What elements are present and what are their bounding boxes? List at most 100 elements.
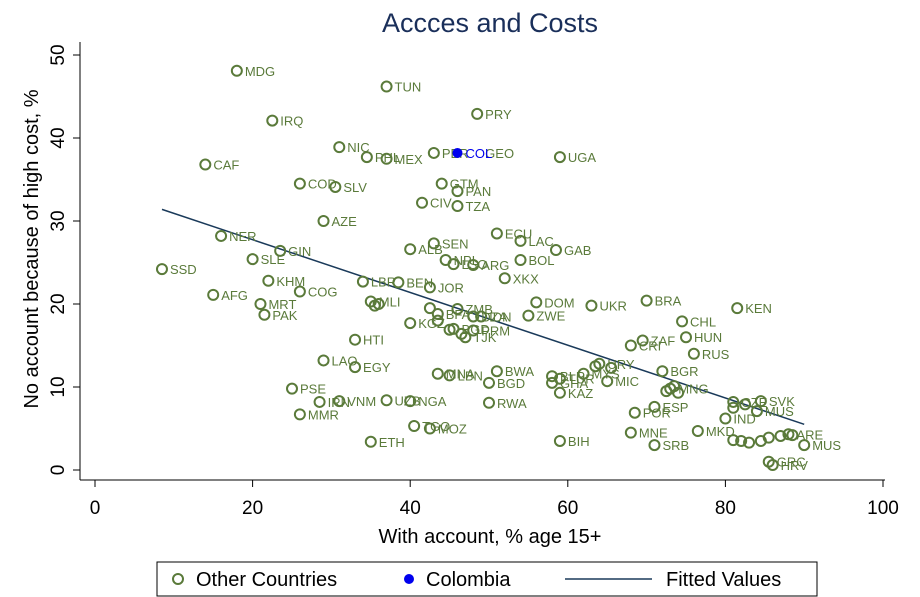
data-point-label: PRM [481, 324, 510, 339]
data-point [601, 375, 614, 388]
data-point-label: BEN [406, 275, 433, 290]
data-point-label: BRA [655, 294, 682, 309]
data-point [408, 420, 421, 433]
data-point-label: GRC [777, 455, 806, 470]
data-point-label: TUR [568, 372, 595, 387]
data-point [293, 177, 306, 190]
data-point [451, 302, 464, 315]
data-point-label: TJK [473, 330, 496, 345]
data-point-label: ZMB [465, 302, 492, 317]
data-point-label: KEN [745, 301, 772, 316]
data-point-label: COD [308, 177, 337, 192]
data-point-label: BGR [670, 364, 698, 379]
data-point-label: HRV [781, 458, 809, 473]
data-point [427, 146, 440, 159]
data-point-label: SLE [261, 252, 286, 267]
data-point [333, 395, 346, 408]
data-point [719, 412, 732, 425]
data-point-label: MDG [245, 64, 275, 79]
y-tick-label: 40 [48, 127, 69, 148]
data-point [246, 253, 259, 266]
colombia-point-label: COL [465, 146, 492, 161]
data-point-label: AFG [221, 288, 248, 303]
data-point-label: PAK [272, 308, 297, 323]
data-point-label: PSE [300, 382, 326, 397]
data-point [427, 237, 440, 250]
data-point [207, 288, 220, 301]
data-point-label: ALB [418, 242, 443, 257]
fitted-line-layer [161, 208, 805, 426]
data-point [266, 114, 279, 127]
data-point [648, 439, 661, 452]
data-point-label: IRQ [280, 114, 303, 129]
legend-marker-colombia [404, 574, 414, 584]
data-point-label: RUS [702, 347, 730, 362]
data-point [404, 395, 417, 408]
data-point [423, 302, 436, 315]
data-point [676, 315, 689, 328]
data-point-label: TGO [422, 419, 450, 434]
legend-label-other: Other Countries [196, 569, 337, 591]
data-point [329, 180, 342, 193]
data-point-label: MRT [268, 297, 296, 312]
chart-title: Accces and Costs [382, 8, 598, 38]
x-tick-label: 100 [867, 498, 899, 519]
data-point [392, 276, 405, 289]
data-point-label: SVK [769, 394, 795, 409]
data-point-label: ZAF [651, 334, 676, 349]
data-point-label: SEN [442, 236, 469, 251]
data-point-label: MNE [639, 426, 668, 441]
data-point [774, 429, 787, 442]
data-point [404, 317, 417, 330]
data-point [416, 196, 429, 209]
data-point [766, 459, 779, 472]
data-point-label: MIC [615, 374, 639, 389]
data-point-label: ECU [505, 226, 532, 241]
data-point [293, 408, 306, 421]
data-point-label: GHA [560, 376, 589, 391]
data-point [577, 367, 590, 380]
data-point-label: BIH [568, 434, 590, 449]
data-point-label: BLR [560, 369, 585, 384]
data-point [727, 401, 740, 414]
data-point [155, 263, 168, 276]
data-point [431, 307, 444, 320]
data-point-label: MEX [395, 152, 424, 167]
data-point-label: UGA [568, 150, 597, 165]
x-tick-label: 0 [90, 498, 101, 519]
data-point [750, 405, 763, 418]
data-point [423, 281, 436, 294]
data-point [431, 367, 444, 380]
data-point [798, 439, 811, 452]
data-point [317, 354, 330, 367]
data-point [636, 334, 649, 347]
data-point [483, 396, 495, 409]
data-point [628, 406, 641, 419]
data-point [404, 243, 417, 256]
data-point-label: XKX [513, 271, 539, 286]
data-point [286, 382, 298, 395]
data-point-label: MNA [446, 367, 475, 382]
legend: Other Countries Colombia Fitted Values [156, 561, 818, 597]
y-axis-ticks: 0 10 20 30 40 50 [48, 44, 80, 475]
data-point [258, 308, 271, 321]
y-axis-title: No account because of high cost, % [21, 89, 43, 408]
data-point [317, 215, 330, 227]
data-point-label: HUN [694, 330, 722, 345]
x-tick-label: 60 [557, 498, 578, 519]
data-point [553, 151, 566, 164]
legend-marker-other [172, 573, 184, 585]
data-point [553, 386, 566, 399]
data-point [754, 395, 767, 408]
data-point [605, 361, 618, 374]
y-tick-label: 20 [48, 293, 69, 314]
data-point [215, 229, 228, 242]
data-point [546, 370, 559, 383]
data-point-label: HTI [363, 333, 384, 348]
data-point-label: KHM [276, 274, 305, 289]
data-point [349, 333, 362, 346]
data-point [423, 422, 436, 435]
data-point-label: LAC [529, 234, 554, 249]
data-point-label: PRY [485, 107, 512, 122]
